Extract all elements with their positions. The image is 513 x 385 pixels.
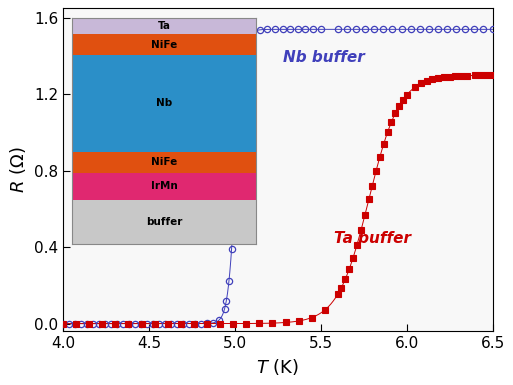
Text: Nb buffer: Nb buffer — [283, 50, 365, 65]
Y-axis label: $\it{R}$ ($\Omega$): $\it{R}$ ($\Omega$) — [8, 147, 28, 193]
Text: Ta buffer: Ta buffer — [334, 231, 411, 246]
X-axis label: $\it{T}$ (K): $\it{T}$ (K) — [256, 357, 299, 377]
